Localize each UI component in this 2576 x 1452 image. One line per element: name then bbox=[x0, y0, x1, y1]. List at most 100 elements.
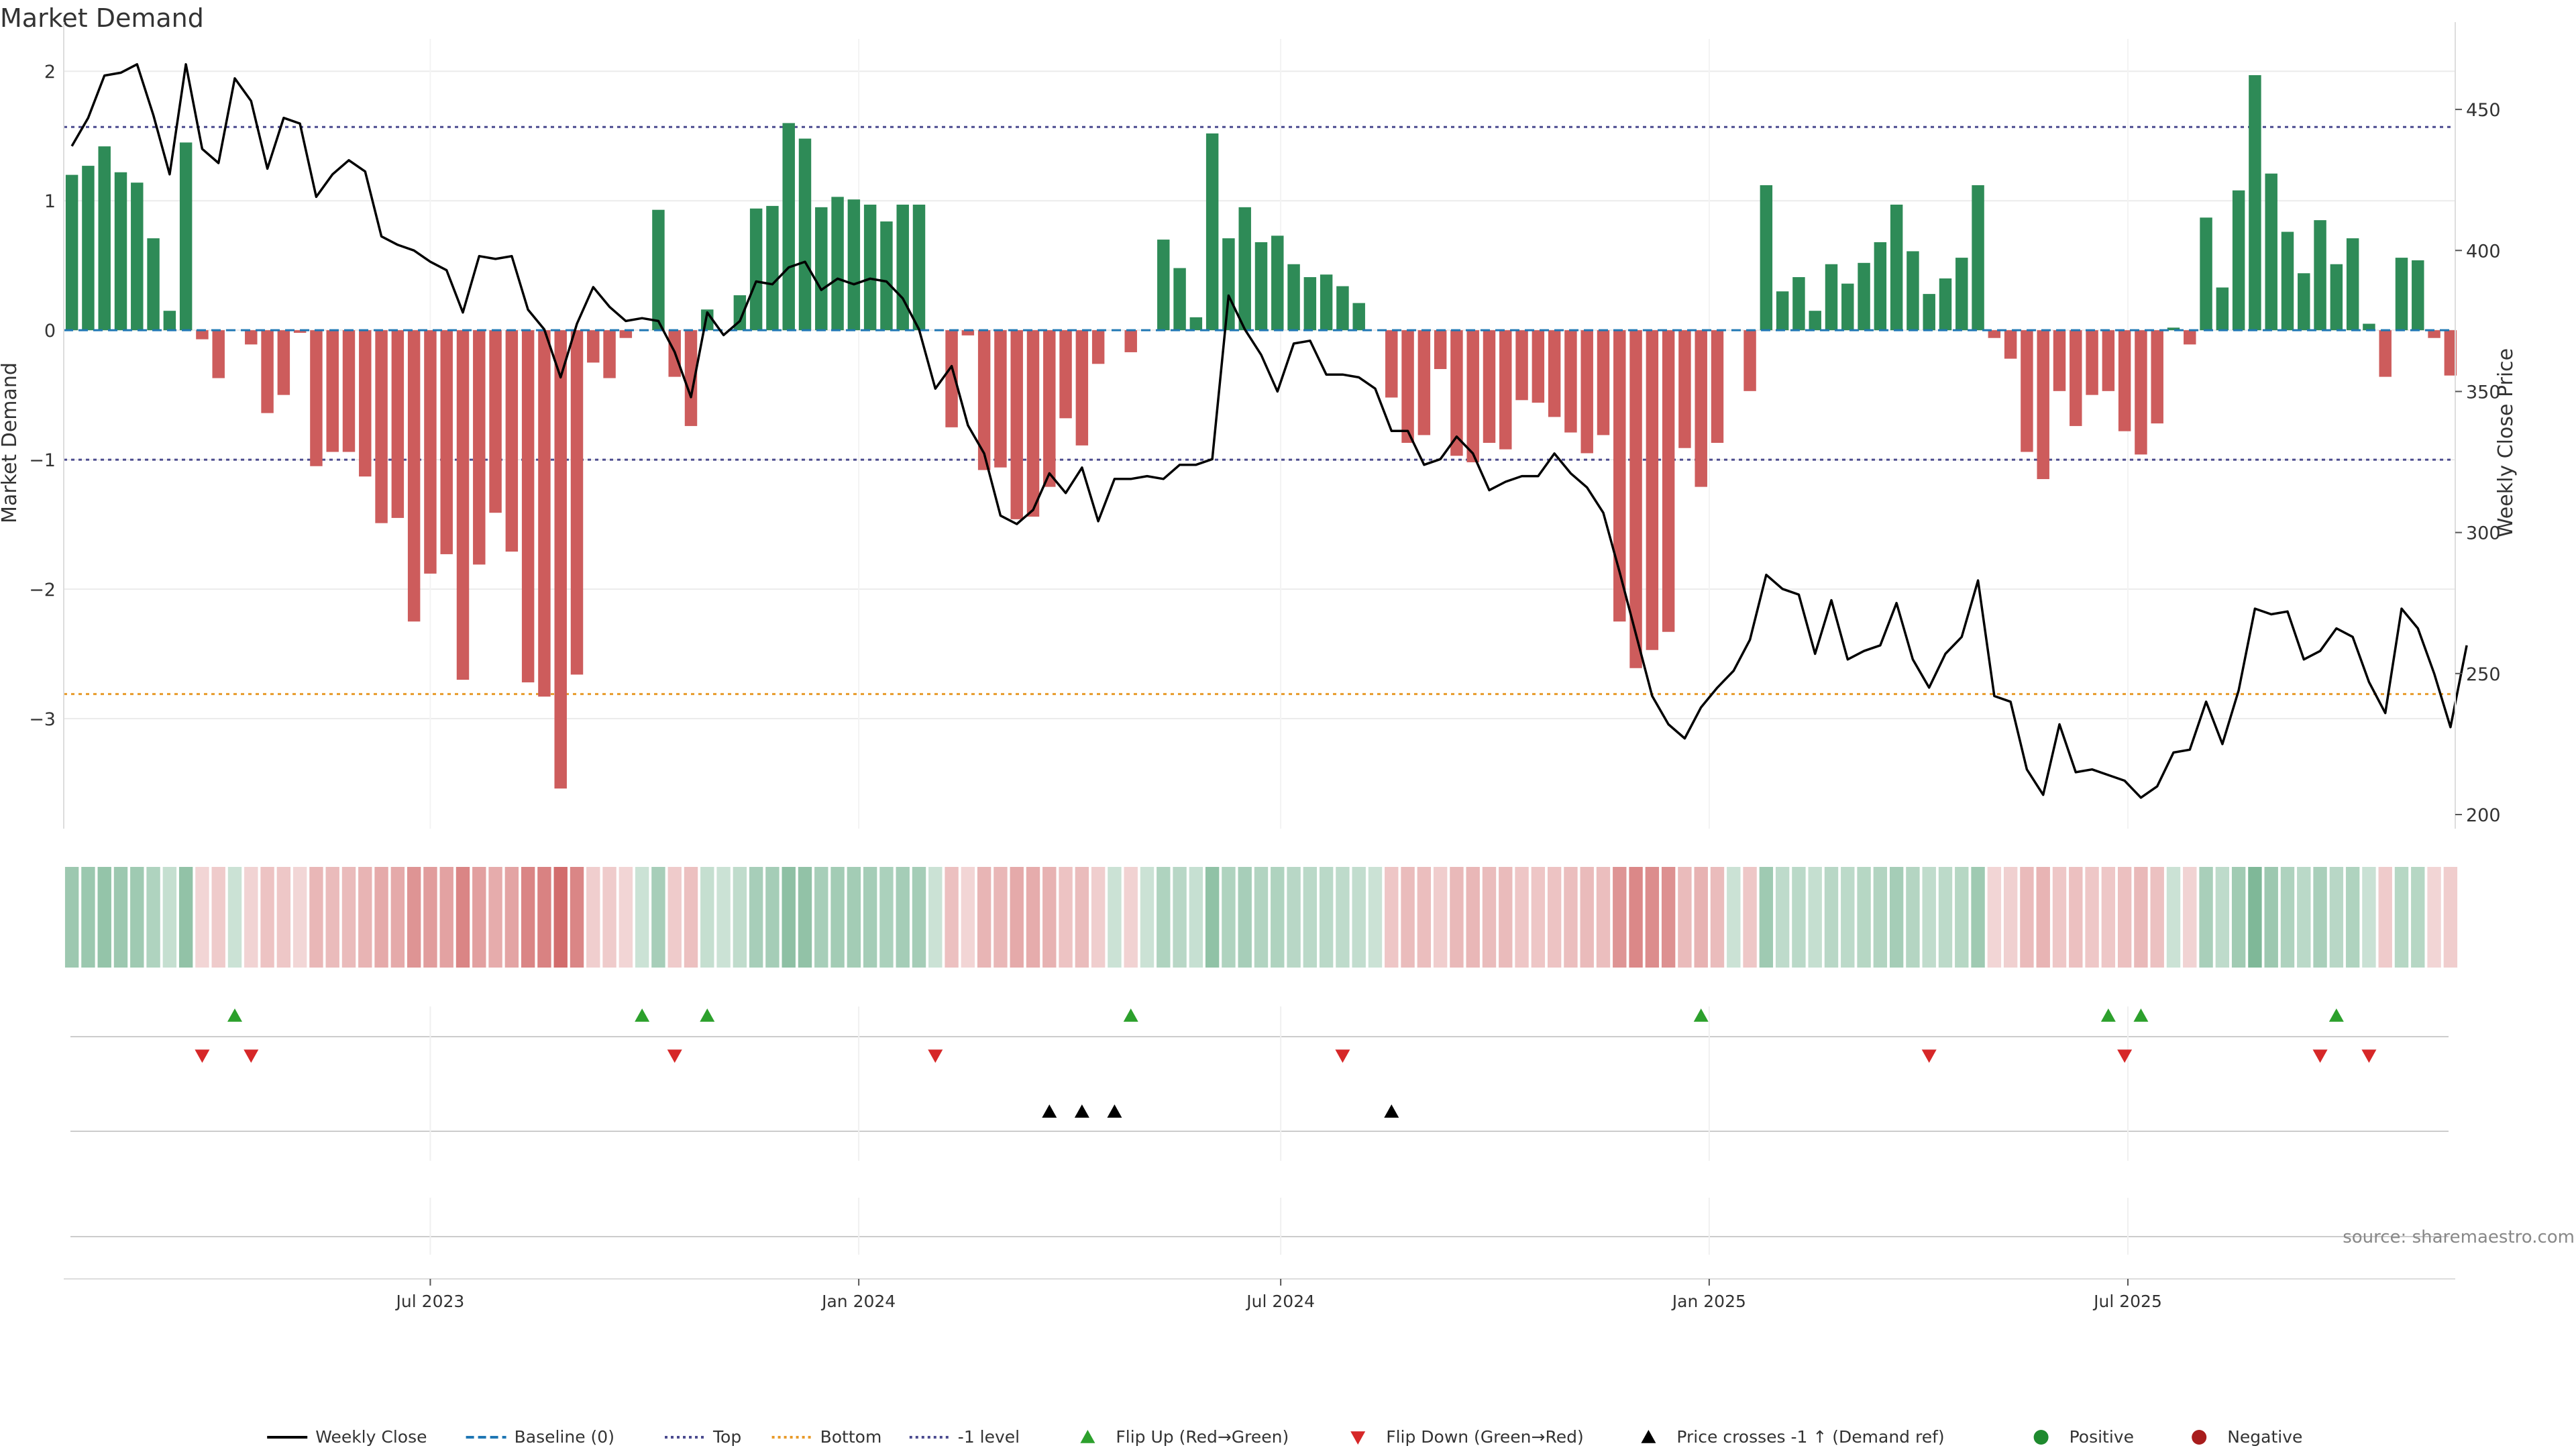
legend-item: -1 level bbox=[909, 1427, 1020, 1447]
heat-cell bbox=[2134, 867, 2148, 968]
heat-cell bbox=[1287, 867, 1301, 968]
heat-cell bbox=[928, 867, 943, 968]
heat-cell bbox=[1466, 867, 1480, 968]
legend: Weekly Close Baseline (0) Top Bottom -1 leve… bbox=[267, 1427, 2302, 1447]
heat-cell bbox=[325, 867, 339, 968]
demand-bar bbox=[1450, 330, 1463, 456]
demand-bar bbox=[2330, 264, 2343, 331]
y-tick-label: −1 bbox=[29, 450, 56, 471]
demand-bar bbox=[521, 330, 535, 682]
demand-bar bbox=[2167, 327, 2180, 331]
heat-cell bbox=[1026, 867, 1040, 968]
y-axis-label: Market Demand bbox=[0, 362, 21, 523]
legend-label: Baseline (0) bbox=[515, 1427, 614, 1447]
demand-bar bbox=[1483, 330, 1496, 444]
demand-bar bbox=[245, 330, 258, 345]
flip-down-marker bbox=[195, 1049, 210, 1063]
flip-up-marker bbox=[2100, 1008, 2116, 1022]
demand-bar bbox=[1955, 258, 1968, 331]
heat-cell bbox=[2329, 867, 2344, 968]
heat-cell bbox=[1319, 867, 1334, 968]
heat-cell bbox=[2020, 867, 2034, 968]
demand-bar bbox=[2346, 238, 2359, 331]
demand-bar bbox=[375, 330, 388, 523]
heat-cell bbox=[2297, 867, 2311, 968]
demand-bar bbox=[2298, 273, 2310, 331]
heat-cell bbox=[1091, 867, 1106, 968]
demand-bar bbox=[1091, 330, 1105, 364]
heat-cell bbox=[1433, 867, 1448, 968]
price-cross-marker bbox=[1042, 1104, 1057, 1118]
demand-bar bbox=[1124, 330, 1137, 352]
legend-label: Flip Up (Red→Green) bbox=[1116, 1427, 1289, 1447]
heat-cell bbox=[2085, 867, 2099, 968]
demand-bar bbox=[1874, 242, 1887, 331]
heat-cell bbox=[162, 867, 177, 968]
heat-cell bbox=[1401, 867, 1415, 968]
heat-cell bbox=[1955, 867, 1969, 968]
demand-bar bbox=[1466, 330, 1479, 462]
flip-up-marker bbox=[635, 1008, 650, 1022]
demand-bar bbox=[945, 330, 958, 427]
demand-bar bbox=[1825, 264, 1838, 331]
heat-cell bbox=[2313, 867, 2327, 968]
heat-cell bbox=[1157, 867, 1171, 968]
y-tick-label: 0 bbox=[44, 321, 56, 342]
heat-cell bbox=[1661, 867, 1676, 968]
demand-bar bbox=[1320, 274, 1333, 331]
legend-item: Flip Down (Green→Red) bbox=[1350, 1427, 1584, 1447]
heat-cell bbox=[814, 867, 828, 968]
demand-bar bbox=[896, 204, 909, 331]
legend-label: Bottom bbox=[820, 1427, 882, 1447]
heat-cell bbox=[1417, 867, 1432, 968]
demand-bar bbox=[2184, 330, 2196, 345]
demand-bar bbox=[2216, 287, 2229, 331]
heat-cell bbox=[358, 867, 372, 968]
demand-bar bbox=[1597, 330, 1610, 435]
demand-bar bbox=[277, 330, 290, 395]
demand-bar bbox=[1629, 330, 1642, 668]
heat-cell bbox=[1808, 867, 1822, 968]
heat-cell bbox=[830, 867, 845, 968]
heat-cell bbox=[2427, 867, 2441, 968]
heat-cell bbox=[2215, 867, 2230, 968]
heat-cell bbox=[1727, 867, 1741, 968]
legend-label: Flip Down (Green→Red) bbox=[1386, 1427, 1584, 1447]
demand-bar bbox=[1662, 330, 1675, 632]
price-cross-marker bbox=[1384, 1104, 1399, 1118]
y2-tick-label: 400 bbox=[2466, 241, 2501, 262]
legend-item: Positive bbox=[2033, 1427, 2134, 1447]
heat-cell bbox=[1222, 867, 1236, 968]
demand-bar bbox=[505, 330, 519, 552]
heat-cell bbox=[1857, 867, 1871, 968]
demand-bar bbox=[961, 330, 975, 335]
heat-cell bbox=[1499, 867, 1513, 968]
demand-bar bbox=[2086, 330, 2098, 395]
heat-cell bbox=[1710, 867, 1725, 968]
heat-cell bbox=[113, 867, 128, 968]
demand-bar bbox=[847, 199, 861, 331]
demand-bar bbox=[1434, 330, 1447, 370]
demand-bar bbox=[1988, 330, 2001, 338]
demand-bar bbox=[1075, 330, 1089, 446]
demand-bar bbox=[196, 330, 209, 340]
heat-cell bbox=[1824, 867, 1839, 968]
heat-cell bbox=[863, 867, 877, 968]
heat-cell bbox=[1678, 867, 1692, 968]
heat-cell bbox=[439, 867, 453, 968]
heat-cell bbox=[2378, 867, 2392, 968]
heat-cell bbox=[211, 867, 225, 968]
heat-cell bbox=[2117, 867, 2132, 968]
legend-label: Top bbox=[712, 1427, 741, 1447]
heat-cell bbox=[2069, 867, 2083, 968]
heat-cell bbox=[227, 867, 242, 968]
heat-cell bbox=[455, 867, 470, 968]
flip-down-marker bbox=[244, 1049, 259, 1063]
y2-tick-label: 250 bbox=[2466, 664, 2501, 685]
demand-bar bbox=[2379, 330, 2392, 377]
y2-tick-label: 350 bbox=[2466, 382, 2501, 403]
demand-bar bbox=[2118, 330, 2131, 431]
demand-bar bbox=[1222, 238, 1235, 331]
flip-down-marker bbox=[2117, 1049, 2133, 1063]
